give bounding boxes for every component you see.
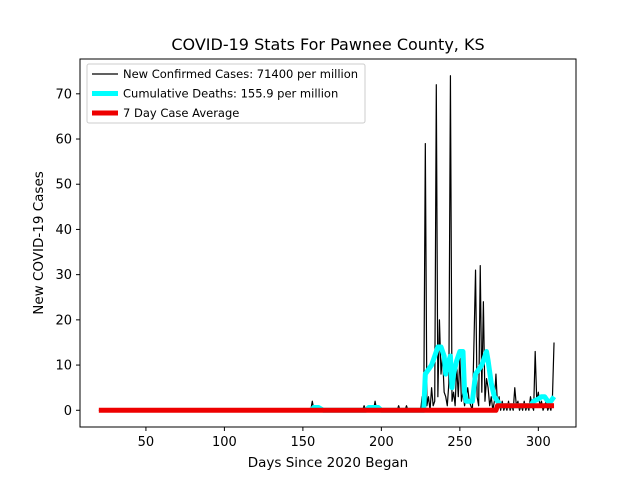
legend: New Confirmed Cases: 71400 per million Cu…: [86, 63, 366, 124]
y-axis-label: New COVID-19 Cases: [31, 171, 47, 315]
legend-entry-3: 7 Day Case Average: [123, 106, 239, 120]
y-tick-label: 40: [55, 223, 72, 238]
x-tick-label: 300: [526, 435, 551, 450]
x-tick-label: 150: [290, 435, 315, 450]
x-axis-label: Days Since 2020 Began: [248, 455, 409, 471]
y-tick-label: 50: [55, 178, 72, 193]
y-tick-label: 30: [55, 268, 72, 283]
series-layer: [98, 75, 557, 413]
x-tick-label: 50: [138, 435, 155, 450]
y-tick-label: 20: [55, 313, 72, 328]
y-tick-label: 0: [64, 404, 72, 419]
x-tick-label: 250: [447, 435, 472, 450]
legend-entry-1: New Confirmed Cases: 71400 per million: [123, 67, 358, 81]
y-tick-label: 10: [55, 359, 72, 374]
y-tick-label: 70: [55, 87, 72, 102]
x-tick-label: 200: [369, 435, 394, 450]
series-line-3: [98, 403, 555, 413]
x-axis: 50 100 150 200 250 300: [138, 427, 551, 450]
y-axis: 0 10 20 30 40 50 60 70: [55, 87, 80, 419]
legend-entry-2: Cumulative Deaths: 155.9 per million: [123, 87, 338, 101]
y-tick-label: 60: [55, 133, 72, 148]
legend-box: [86, 63, 366, 124]
plot-frame: [79, 58, 577, 428]
chart-title: COVID-19 Stats For Pawnee County, KS: [171, 35, 484, 54]
x-tick-label: 100: [212, 435, 237, 450]
